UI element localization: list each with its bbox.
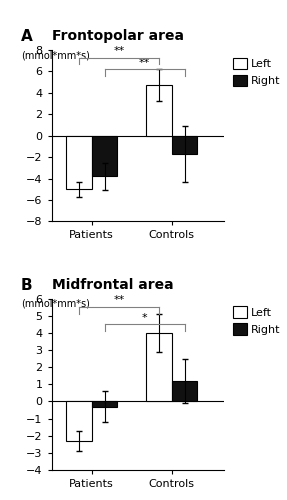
Text: (mmol*mm*s): (mmol*mm*s): [21, 298, 90, 308]
Bar: [172, 381, 197, 402]
Legend: Left, Right: Left, Right: [231, 56, 283, 88]
Text: **: **: [113, 296, 125, 306]
Bar: [66, 136, 92, 190]
Text: Frontopolar area: Frontopolar area: [52, 30, 184, 44]
Text: A: A: [21, 30, 32, 44]
Text: (mmol*mm*s): (mmol*mm*s): [21, 50, 90, 60]
Bar: [146, 86, 172, 136]
Text: *: *: [142, 312, 148, 322]
Bar: [92, 402, 117, 406]
Bar: [92, 136, 117, 176]
Text: B: B: [21, 278, 32, 293]
Text: **: **: [113, 46, 125, 56]
Bar: [66, 402, 92, 441]
Legend: Left, Right: Left, Right: [231, 304, 283, 337]
Text: Midfrontal area: Midfrontal area: [52, 278, 173, 292]
Text: **: **: [139, 58, 150, 68]
Bar: [146, 333, 172, 402]
Bar: [172, 136, 197, 154]
